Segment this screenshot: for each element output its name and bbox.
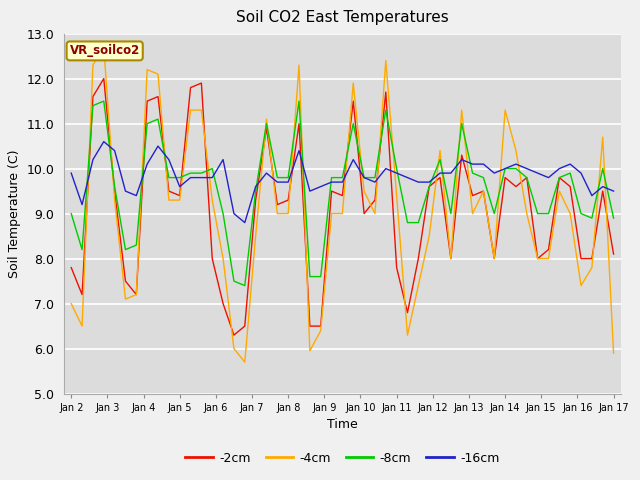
-8cm: [252, 188, 259, 194]
-4cm: [447, 256, 454, 262]
-4cm: [262, 116, 270, 122]
-16cm: [241, 220, 248, 226]
-4cm: [241, 359, 248, 365]
-2cm: [447, 256, 454, 262]
-4cm: [599, 134, 607, 140]
-8cm: [67, 211, 75, 216]
-16cm: [599, 184, 607, 190]
-2cm: [610, 251, 618, 257]
-2cm: [479, 188, 487, 194]
-2cm: [67, 264, 75, 270]
Line: -16cm: -16cm: [71, 142, 614, 223]
-4cm: [100, 44, 108, 50]
Line: -4cm: -4cm: [71, 47, 614, 362]
-8cm: [479, 175, 487, 180]
X-axis label: Time: Time: [327, 418, 358, 431]
-8cm: [447, 211, 454, 216]
-4cm: [198, 107, 205, 113]
-4cm: [252, 233, 259, 239]
-16cm: [100, 139, 108, 144]
-16cm: [198, 175, 205, 180]
-2cm: [100, 76, 108, 82]
-16cm: [447, 170, 454, 176]
-16cm: [252, 184, 259, 190]
-8cm: [610, 215, 618, 221]
-8cm: [241, 283, 248, 288]
-16cm: [67, 170, 75, 176]
-2cm: [230, 332, 238, 338]
-16cm: [610, 188, 618, 194]
-8cm: [100, 98, 108, 104]
-16cm: [479, 161, 487, 167]
Legend: -2cm, -4cm, -8cm, -16cm: -2cm, -4cm, -8cm, -16cm: [180, 447, 504, 469]
-2cm: [198, 80, 205, 86]
-16cm: [262, 170, 270, 176]
-2cm: [252, 197, 259, 203]
-8cm: [599, 166, 607, 171]
-2cm: [599, 188, 607, 194]
Y-axis label: Soil Temperature (C): Soil Temperature (C): [8, 149, 21, 278]
-4cm: [479, 188, 487, 194]
Text: VR_soilco2: VR_soilco2: [70, 44, 140, 58]
Title: Soil CO2 East Temperatures: Soil CO2 East Temperatures: [236, 11, 449, 25]
-2cm: [262, 125, 270, 131]
Line: -8cm: -8cm: [71, 101, 614, 286]
Line: -2cm: -2cm: [71, 79, 614, 335]
-8cm: [198, 170, 205, 176]
-8cm: [262, 120, 270, 126]
-4cm: [610, 350, 618, 356]
-4cm: [67, 300, 75, 306]
